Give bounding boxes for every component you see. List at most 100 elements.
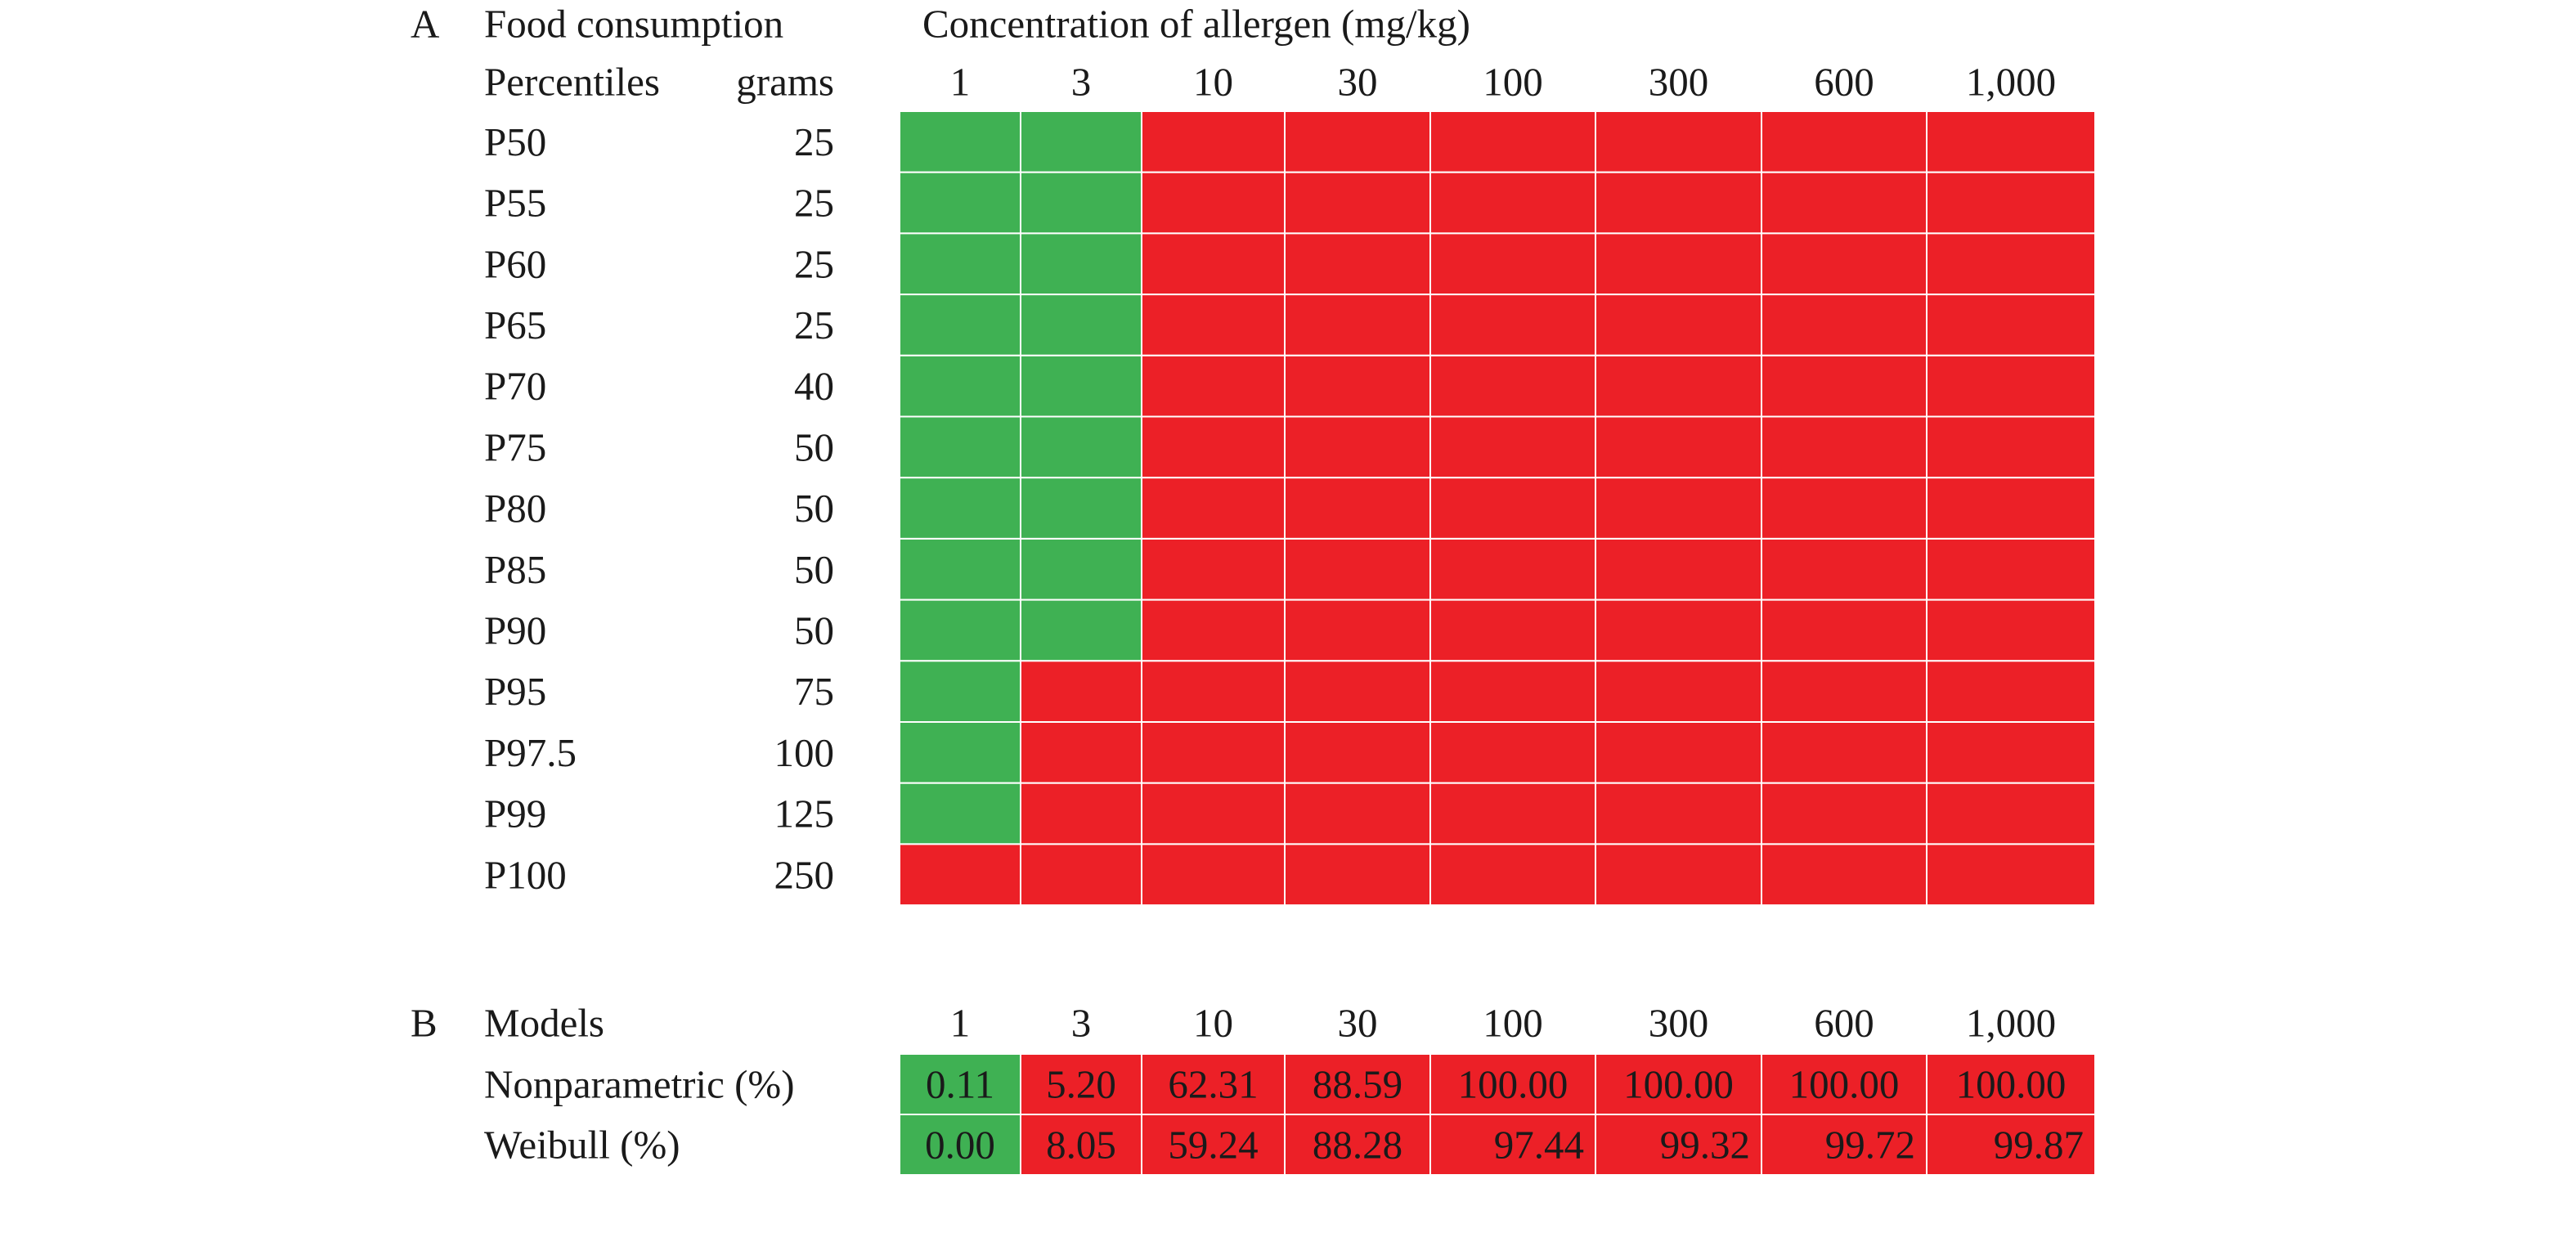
heatmap-cell-risk: [1595, 232, 1762, 296]
model-cell-safe: [899, 1114, 1021, 1176]
heatmap-cell-risk: [1926, 599, 2096, 662]
concentration-tick-label: 1,000: [1966, 60, 2056, 105]
grams-value: 125: [774, 791, 835, 836]
heatmap-cell-risk: [1020, 660, 1142, 723]
model-value-label: 99.72: [1825, 1123, 1915, 1168]
model-value-label: 88.28: [1313, 1123, 1402, 1168]
heatmap-cell-risk: [1429, 599, 1596, 662]
heatmap-cell-risk: [1284, 171, 1431, 235]
concentration-tick-label: 1: [950, 60, 971, 105]
model-concentration-tick-label: 3: [1071, 1001, 1092, 1046]
concentration-tick-label: 30: [1338, 60, 1378, 105]
heatmap-cell-safe: [899, 232, 1021, 296]
model-concentration-tick-label: 600: [1814, 1001, 1874, 1046]
heatmap-cell-risk: [1761, 232, 1928, 296]
percentile-label: P97.5: [484, 730, 577, 775]
model-concentration-tick-label: 100: [1483, 1001, 1543, 1046]
model-value-label: 0.00: [925, 1123, 995, 1168]
heatmap-cell-risk: [1141, 354, 1286, 418]
model-cell-risk: [1020, 1053, 1142, 1115]
heatmap-cell-risk: [1141, 477, 1286, 540]
heatmap-cell-safe: [1020, 599, 1142, 662]
heatmap-cell-risk: [1761, 721, 1928, 784]
panel-a-label: A: [411, 2, 440, 47]
heatmap-cell-risk: [1284, 782, 1431, 845]
percentile-label: P95: [484, 669, 546, 714]
heatmap-cell-risk: [1761, 294, 1928, 356]
heatmap-cell-risk: [1761, 660, 1928, 723]
model-concentration-tick-label: 300: [1649, 1001, 1709, 1046]
heatmap-cell-risk: [1141, 415, 1286, 479]
heatmap-cell-safe: [1020, 415, 1142, 479]
model-value-label: 62.31: [1168, 1062, 1258, 1107]
heatmap-cell-risk: [1926, 354, 2096, 418]
heatmap-cell-safe: [899, 782, 1021, 845]
model-value-label: 100.00: [1458, 1062, 1568, 1107]
heatmap-cell-risk: [1926, 294, 2096, 356]
heatmap-cell-risk: [1595, 110, 1762, 173]
heatmap-cell-risk: [1284, 843, 1431, 907]
heatmap-cell-risk: [1761, 782, 1928, 845]
heatmap-cell-risk: [1020, 782, 1142, 845]
heatmap-cell-risk: [1429, 294, 1596, 356]
grams-value: 50: [794, 486, 834, 531]
heatmap-cell-risk: [1595, 599, 1762, 662]
heatmap-cell-risk: [1141, 599, 1286, 662]
heatmap-cell-risk: [1926, 843, 2096, 907]
heatmap-cell-risk: [1595, 843, 1762, 907]
model-concentration-tick-label: 10: [1193, 1001, 1233, 1046]
model-value-label: 97.44: [1494, 1123, 1584, 1168]
model-value-label: 100.00: [1956, 1062, 2067, 1107]
heatmap-cell-risk: [1595, 782, 1762, 845]
concentration-tick-label: 10: [1193, 60, 1233, 105]
model-value-label: 59.24: [1168, 1123, 1258, 1168]
model-cell-risk: [1595, 1114, 1762, 1176]
heatmap-cell-risk: [1020, 721, 1142, 784]
heatmap-cell-safe: [1020, 354, 1142, 418]
heatmap-cell-safe: [1020, 232, 1142, 296]
model-value-label: 0.11: [926, 1062, 994, 1107]
grams-value: 25: [794, 241, 834, 286]
heatmap-cell-risk: [1429, 110, 1596, 173]
heatmap-cell-risk: [1284, 537, 1431, 601]
heatmap-cell-safe: [899, 354, 1021, 418]
heatmap-cell-safe: [1020, 110, 1142, 173]
heatmap-cell-risk: [1595, 660, 1762, 723]
percentile-label: P55: [484, 181, 546, 226]
heatmap-cell-safe: [1020, 294, 1142, 356]
heatmap-cell-risk: [1926, 232, 2096, 296]
heatmap-cell-risk: [1429, 232, 1596, 296]
model-concentration-tick-label: 30: [1338, 1001, 1378, 1046]
percentile-label: P80: [484, 486, 546, 531]
heatmap-cell-safe: [899, 110, 1021, 173]
heatmap-cell-risk: [1429, 354, 1596, 418]
heatmap-cell-risk: [1284, 599, 1431, 662]
heatmap-cell-risk: [1284, 294, 1431, 356]
heatmap-cell-risk: [1429, 782, 1596, 845]
model-value-label: 8.05: [1046, 1123, 1116, 1168]
grams-header: grams: [736, 60, 834, 105]
concentration-title: Concentration of allergen (mg/kg): [922, 2, 1470, 47]
percentiles-header: Percentiles: [484, 60, 660, 105]
heatmap-cell-risk: [1595, 354, 1762, 418]
heatmap-cell-risk: [1141, 843, 1286, 907]
heatmap-cell-risk: [1429, 660, 1596, 723]
heatmap-cell-risk: [1926, 110, 2096, 173]
heatmap-cell-risk: [1429, 721, 1596, 784]
heatmap-cell-risk: [1926, 721, 2096, 784]
percentile-label: P60: [484, 241, 546, 286]
grams-value: 250: [774, 852, 835, 897]
heatmap-cell-risk: [1284, 477, 1431, 540]
heatmap-cell-safe: [1020, 537, 1142, 601]
heatmap-cell-risk: [1141, 721, 1286, 784]
model-cell-risk: [1429, 1114, 1596, 1176]
heatmap-cell-risk: [1284, 415, 1431, 479]
heatmap-cell-risk: [1141, 660, 1286, 723]
model-cell-risk: [1926, 1114, 2096, 1176]
model-concentration-tick-label: 1: [950, 1001, 971, 1046]
heatmap-cell-risk: [1761, 537, 1928, 601]
percentile-label: P85: [484, 547, 546, 592]
grams-value: 25: [794, 181, 834, 226]
heatmap-cell-risk: [1761, 171, 1928, 235]
